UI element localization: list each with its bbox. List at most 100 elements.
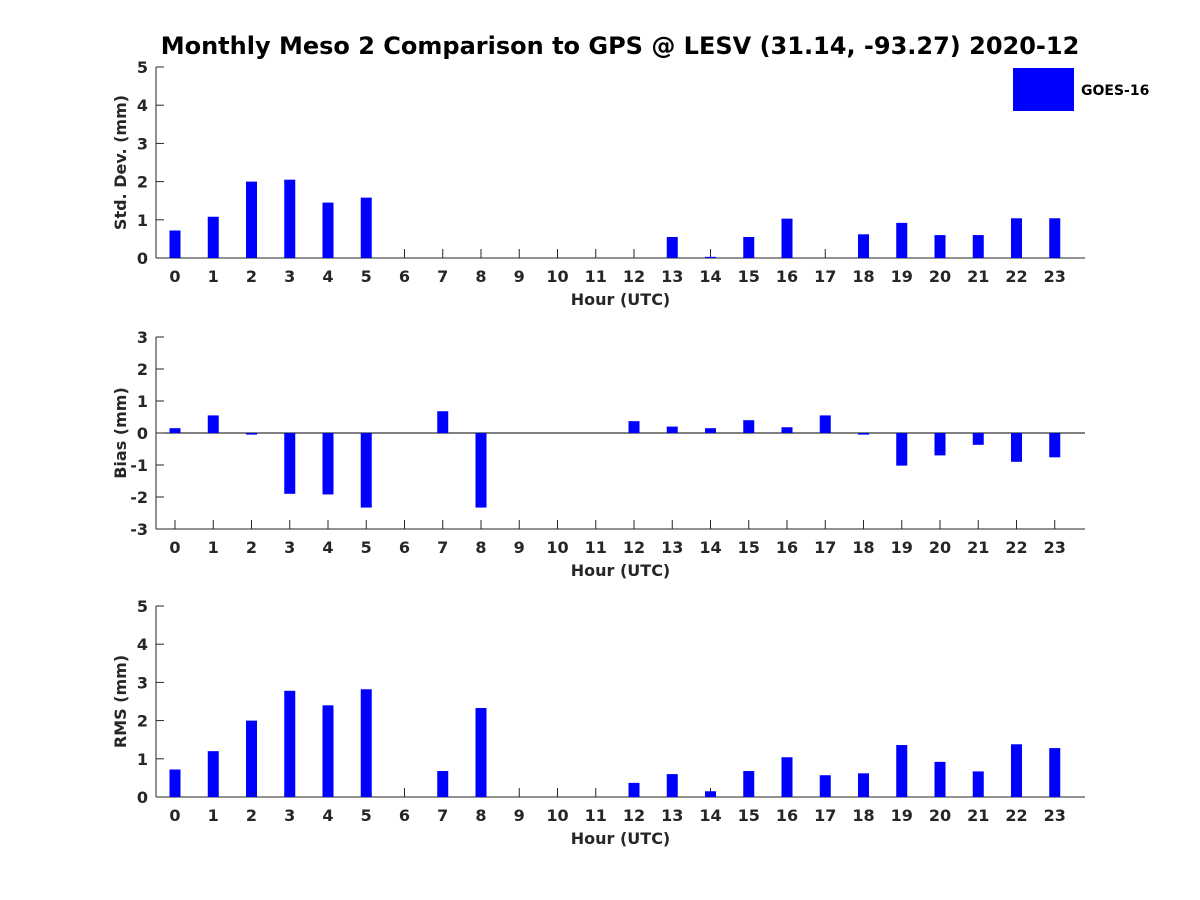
legend: GOES-16 bbox=[1013, 68, 1149, 111]
x-tick-label: 7 bbox=[437, 538, 448, 557]
bar-hour-19 bbox=[896, 433, 908, 466]
bar-hour-7 bbox=[437, 771, 449, 797]
y-axis-label: Bias (mm) bbox=[111, 387, 130, 479]
y-tick-label: 3 bbox=[137, 134, 148, 153]
x-axis-label: Hour (UTC) bbox=[571, 561, 671, 580]
bar-hour-0 bbox=[169, 428, 181, 433]
bar-hour-2 bbox=[246, 433, 257, 435]
x-tick-label: 18 bbox=[852, 267, 874, 286]
bar-hour-1 bbox=[207, 751, 219, 797]
bar-hour-21 bbox=[972, 433, 984, 445]
bar-hour-21 bbox=[972, 771, 984, 797]
x-tick-label: 9 bbox=[514, 267, 525, 286]
x-tick-label: 17 bbox=[814, 806, 836, 825]
x-tick-label: 23 bbox=[1044, 267, 1066, 286]
bar-hour-22 bbox=[1011, 218, 1022, 258]
bar-hour-14 bbox=[705, 256, 716, 258]
x-tick-label: 4 bbox=[322, 538, 333, 557]
bar-hour-22 bbox=[1011, 433, 1022, 462]
x-tick-label: 23 bbox=[1044, 806, 1066, 825]
x-tick-label: 2 bbox=[246, 267, 257, 286]
bar-hour-8 bbox=[475, 433, 487, 508]
x-tick-label: 11 bbox=[585, 806, 607, 825]
bar-hour-19 bbox=[896, 222, 908, 258]
y-tick-label: 0 bbox=[137, 249, 148, 268]
x-tick-label: 22 bbox=[1005, 538, 1027, 557]
x-tick-label: 4 bbox=[322, 267, 333, 286]
x-tick-label: 20 bbox=[929, 538, 951, 557]
bar-hour-17 bbox=[819, 415, 831, 433]
x-tick-label: 6 bbox=[399, 806, 410, 825]
x-tick-label: 18 bbox=[852, 538, 874, 557]
x-tick-label: 8 bbox=[475, 538, 486, 557]
x-tick-label: 13 bbox=[661, 806, 683, 825]
bar-hour-23 bbox=[1049, 433, 1061, 458]
y-tick-label: 2 bbox=[137, 173, 148, 192]
x-tick-label: 21 bbox=[967, 538, 989, 557]
y-tick-label: -2 bbox=[130, 488, 148, 507]
y-tick-label: 3 bbox=[137, 328, 148, 347]
x-tick-label: 15 bbox=[738, 538, 760, 557]
bar-hour-21 bbox=[972, 235, 984, 258]
x-tick-label: 6 bbox=[399, 538, 410, 557]
bar-hour-18 bbox=[858, 433, 869, 435]
legend-label-goes-16: GOES-16 bbox=[1081, 83, 1149, 99]
y-tick-label: 1 bbox=[137, 211, 148, 230]
x-tick-label: 14 bbox=[699, 267, 721, 286]
bar-hour-3 bbox=[284, 433, 296, 494]
x-tick-label: 15 bbox=[738, 267, 760, 286]
x-tick-label: 18 bbox=[852, 806, 874, 825]
bar-hour-8 bbox=[475, 707, 487, 797]
bar-hour-13 bbox=[666, 426, 678, 433]
bar-hour-23 bbox=[1049, 218, 1061, 258]
x-tick-label: 23 bbox=[1044, 538, 1066, 557]
x-tick-label: 11 bbox=[585, 267, 607, 286]
y-tick-label: 1 bbox=[137, 392, 148, 411]
y-tick-label: 4 bbox=[137, 96, 148, 115]
x-tick-label: 2 bbox=[246, 538, 257, 557]
x-tick-label: 3 bbox=[284, 806, 295, 825]
x-tick-label: 21 bbox=[967, 267, 989, 286]
x-tick-label: 13 bbox=[661, 538, 683, 557]
x-tick-label: 12 bbox=[623, 538, 645, 557]
x-tick-label: 22 bbox=[1005, 267, 1027, 286]
y-axis-label: Std. Dev. (mm) bbox=[111, 95, 130, 230]
x-tick-label: 19 bbox=[891, 267, 913, 286]
x-tick-label: 14 bbox=[699, 806, 721, 825]
y-axis-label: RMS (mm) bbox=[111, 655, 130, 748]
bar-hour-0 bbox=[169, 769, 181, 797]
x-tick-label: 7 bbox=[437, 267, 448, 286]
bar-hour-23 bbox=[1049, 748, 1061, 797]
bar-hour-1 bbox=[207, 216, 219, 258]
x-tick-label: 6 bbox=[399, 267, 410, 286]
x-tick-label: 10 bbox=[546, 538, 568, 557]
x-tick-label: 11 bbox=[585, 538, 607, 557]
x-tick-label: 7 bbox=[437, 806, 448, 825]
y-tick-label: 2 bbox=[137, 712, 148, 731]
bar-hour-3 bbox=[284, 690, 296, 797]
x-tick-label: 16 bbox=[776, 538, 798, 557]
x-tick-label: 3 bbox=[284, 538, 295, 557]
x-tick-label: 12 bbox=[623, 806, 645, 825]
bar-hour-15 bbox=[743, 236, 755, 258]
bar-hour-5 bbox=[360, 689, 372, 797]
x-tick-label: 2 bbox=[246, 806, 257, 825]
x-tick-label: 8 bbox=[475, 806, 486, 825]
x-tick-label: 22 bbox=[1005, 806, 1027, 825]
bar-hour-22 bbox=[1011, 744, 1022, 797]
x-tick-label: 9 bbox=[514, 538, 525, 557]
y-tick-label: 5 bbox=[137, 597, 148, 616]
bar-hour-20 bbox=[934, 235, 946, 258]
x-tick-label: 15 bbox=[738, 806, 760, 825]
bar-hour-14 bbox=[705, 791, 716, 797]
x-tick-label: 20 bbox=[929, 806, 951, 825]
bar-hour-20 bbox=[934, 761, 946, 797]
x-tick-label: 5 bbox=[361, 538, 372, 557]
x-tick-label: 20 bbox=[929, 267, 951, 286]
x-tick-label: 8 bbox=[475, 267, 486, 286]
x-tick-label: 3 bbox=[284, 267, 295, 286]
legend-swatch-goes-16 bbox=[1013, 68, 1074, 111]
